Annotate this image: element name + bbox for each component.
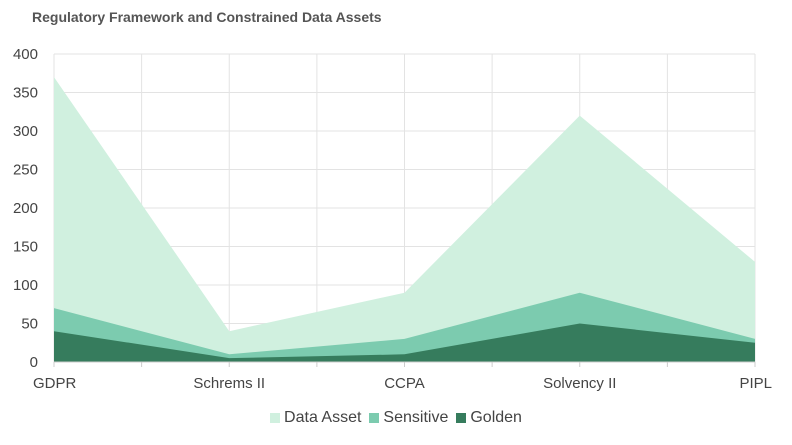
legend: Data Asset Sensitive Golden	[0, 409, 792, 427]
y-tick-label: 300	[13, 123, 38, 140]
legend-item[interactable]: Golden	[456, 409, 522, 427]
area-series-golden	[54, 323, 755, 362]
y-tick-label: 100	[13, 277, 38, 294]
y-tick-label: 250	[13, 162, 38, 179]
series-areas	[54, 77, 755, 362]
legend-swatch	[369, 413, 380, 423]
y-tick-label: 400	[13, 46, 38, 63]
y-tick-label: 350	[13, 85, 38, 102]
legend-swatch	[270, 413, 281, 423]
y-tick-label: 50	[21, 316, 38, 333]
legend-swatch	[456, 413, 467, 423]
legend-label: Data Asset	[284, 409, 362, 426]
x-tick-label: Schrems II	[193, 375, 265, 392]
x-tick-label: CCPA	[384, 375, 425, 392]
x-tick-label: GDPR	[33, 375, 77, 392]
y-tick-label: 150	[13, 239, 38, 256]
y-tick-label: 0	[30, 354, 38, 371]
legend-item[interactable]: Data Asset	[270, 409, 361, 427]
y-tick-labels: 0 50 100 150 200 250 300 350 400	[13, 46, 38, 371]
chart-title: Regulatory Framework and Constrained Dat…	[32, 9, 382, 25]
legend-item[interactable]: Sensitive	[369, 409, 448, 427]
area-series-data-asset	[54, 77, 755, 362]
legend-label: Golden	[470, 409, 522, 426]
legend-label: Sensitive	[383, 409, 449, 426]
y-tick-label: 200	[13, 200, 38, 217]
x-tick-label: Solvency II	[543, 375, 616, 392]
x-tick-label: PIPL	[739, 375, 772, 392]
x-tick-labels: GDPR Schrems II CCPA Solvency II PIPL	[33, 375, 772, 392]
area-chart: 0 50 100 150 200 250 300 350 400 GDPR Schrems II C…	[13, 46, 772, 392]
axes	[53, 361, 756, 367]
